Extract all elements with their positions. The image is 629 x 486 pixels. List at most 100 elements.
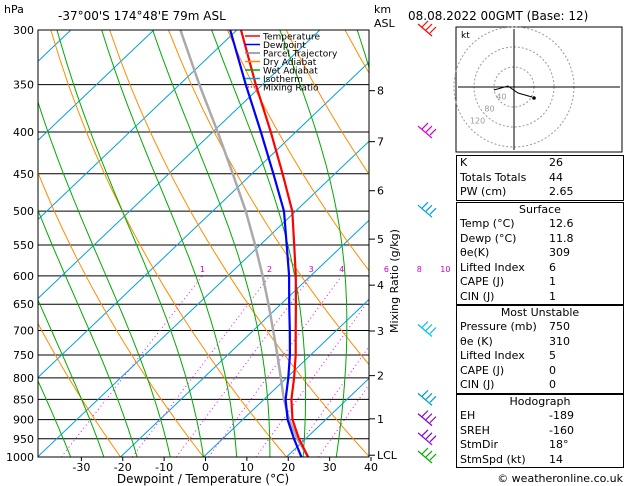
wind-barb-staff xyxy=(417,450,433,464)
pressure-tick-label: 300 xyxy=(13,24,34,37)
legend-label: Temperature xyxy=(262,33,320,43)
mu-row: Pressure (mb) 750 xyxy=(460,320,570,333)
x-tick-label: -10 xyxy=(155,461,173,474)
mixing-ratio-line xyxy=(318,384,369,457)
height-tick-label: 8 xyxy=(377,85,384,98)
height-tick-label: LCL xyxy=(377,449,398,462)
location-label: -37°00'S 174°48'E 79m ASL xyxy=(58,9,226,23)
wet-adiabat-line xyxy=(38,209,138,457)
mixing-ratio-line xyxy=(208,275,343,457)
asl-label: ASL xyxy=(374,17,396,30)
hodograph-table-title: Hodograph xyxy=(509,395,571,408)
surface-row: Dewp (°C) 11.8 xyxy=(460,231,574,245)
dry-adiabat-line xyxy=(38,322,121,457)
hodograph-table: Hodograph EH -189 SREH -160 StmDir 18° StmS… xyxy=(456,394,624,468)
most-unstable-title: Most Unstable xyxy=(500,306,580,319)
dry-adiabat-line xyxy=(38,171,204,457)
pressure-tick-label: 900 xyxy=(13,414,34,427)
x-tick-label: -20 xyxy=(114,461,132,474)
mu-row: Lifted Index 5 xyxy=(460,349,556,362)
hodo-row: EH -189 xyxy=(460,409,574,422)
x-tick-label: 40 xyxy=(364,461,378,474)
wind-barb-staff xyxy=(417,204,433,218)
credit-label: © weatheronline.co.uk xyxy=(497,472,623,485)
hodograph-ring-label: 40 xyxy=(496,93,506,102)
x-tick-label: 20 xyxy=(281,461,295,474)
wet-adiabat-line xyxy=(38,298,105,457)
most-unstable-table: Most Unstable Pressure (mb) 750 θe (K) 310… xyxy=(456,305,624,394)
pressure-tick-label: 800 xyxy=(13,372,34,385)
mu-row: CIN (J) 0 xyxy=(460,378,556,391)
hodograph-trace xyxy=(493,85,533,98)
chart-axes: 3003504004505005506006507007508008509009… xyxy=(6,24,564,474)
mixing-ratio-label: 1 xyxy=(200,265,205,274)
wet-adiabat-line xyxy=(403,30,453,457)
pressure-tick-label: 400 xyxy=(13,126,34,139)
dry-adiabat-line xyxy=(109,30,369,457)
wind-barb-staff xyxy=(417,23,433,37)
wind-barb-feather xyxy=(421,201,429,209)
parcel-trajectory-line xyxy=(179,30,310,457)
indices-table: K 26 Totals Totals 44 PW (cm) 2.65 xyxy=(456,155,624,201)
wet-adiabat-line xyxy=(56,30,204,457)
mixing-ratio-axis-title: Mixing Ratio (g/kg) xyxy=(388,229,401,333)
isotherm-line xyxy=(38,61,369,379)
mu-row: CAPE (J) 0 xyxy=(460,363,556,377)
wind-barb-feather xyxy=(429,395,437,403)
surface-row: CAPE (J) 1 xyxy=(460,275,556,288)
mixing-ratio-line xyxy=(60,275,203,457)
dry-adiabat-line xyxy=(50,30,287,457)
index-row: K 26 xyxy=(460,156,563,169)
isotherm-line xyxy=(38,140,369,457)
mixing-ratio-label: 8 xyxy=(417,265,422,274)
surface-row: CIN (J) 1 xyxy=(460,289,556,303)
legend-label: Dry Adiabat xyxy=(263,58,317,68)
pressure-tick-label: 600 xyxy=(13,270,34,283)
isotherm-line xyxy=(120,219,369,457)
legend-label: Parcel Trajectory xyxy=(263,50,338,60)
dewpoint-line xyxy=(229,30,303,457)
chart-grid xyxy=(38,30,453,457)
hodograph-ring-label: 120 xyxy=(470,116,485,125)
legend-label: Dewpoint xyxy=(263,41,306,51)
wind-barb-feather xyxy=(429,207,437,215)
surface-title: Surface xyxy=(519,203,561,216)
wind-barb-feather xyxy=(425,432,433,440)
wind-barbs xyxy=(417,20,437,464)
hodograph-ring-label: 80 xyxy=(484,105,494,114)
hpa-label: hPa xyxy=(4,3,24,16)
mixing-ratio-line xyxy=(131,275,270,457)
km-label: km xyxy=(374,3,391,16)
x-tick-label: 30 xyxy=(323,461,337,474)
dry-adiabat-line xyxy=(285,30,369,176)
wind-barb-feather xyxy=(425,204,433,212)
wet-adiabat-line xyxy=(101,30,238,457)
pressure-tick-label: 500 xyxy=(13,205,34,218)
wind-barb-feather xyxy=(425,125,433,133)
wind-barb-feather xyxy=(425,23,433,31)
wind-barb-feather xyxy=(429,128,437,136)
wind-barb-feather xyxy=(421,429,429,437)
isotherm-line xyxy=(38,30,321,300)
mixing-ratio-label: 3 xyxy=(309,265,314,274)
wind-barb-staff xyxy=(417,413,433,427)
height-tick-label: 4 xyxy=(377,279,384,292)
storm-motion-marker xyxy=(532,96,536,100)
hodo-row: StmDir 18° xyxy=(460,438,569,451)
wind-barb-feather xyxy=(421,122,429,130)
pressure-tick-label: 650 xyxy=(13,298,34,311)
height-tick-label: 5 xyxy=(377,233,384,246)
x-axis-title: Dewpoint / Temperature (°C) xyxy=(117,472,289,486)
height-tick-label: 6 xyxy=(377,185,384,198)
wind-barb-staff xyxy=(417,125,433,139)
datetime-label: 08.08.2022 00GMT (Base: 12) xyxy=(408,9,588,23)
pressure-tick-label: 550 xyxy=(13,239,34,252)
x-tick-label: 0 xyxy=(202,461,209,474)
hodograph-unit: kt xyxy=(461,31,470,41)
wind-barb-feather xyxy=(421,389,429,397)
mixing-ratio-label: 6 xyxy=(384,265,389,274)
pressure-tick-label: 750 xyxy=(13,349,34,362)
wind-barb-feather xyxy=(429,327,437,334)
